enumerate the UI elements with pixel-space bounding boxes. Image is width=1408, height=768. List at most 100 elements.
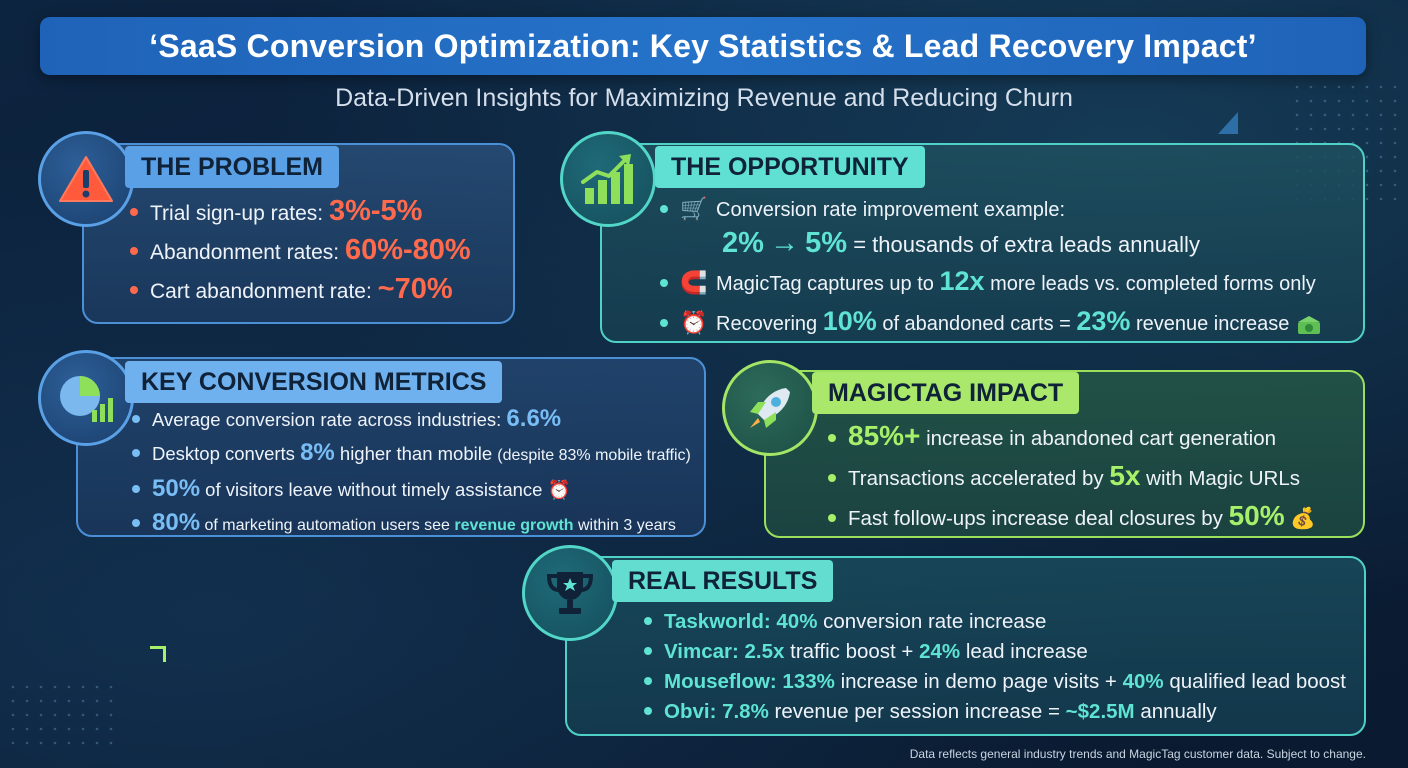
item-lead: Obvi: 7.8% <box>664 700 769 723</box>
alarm-clock-icon: ⏰ <box>680 310 708 335</box>
list-item: ⏰ Recovering 10% of abandoned carts = 23%… <box>660 305 1323 341</box>
item-text: of marketing automation users see <box>200 517 455 534</box>
item-value: 6.6% <box>506 405 562 432</box>
metrics-heading: KEY CONVERSION METRICS <box>125 361 503 403</box>
item-text: Transactions accelerated by <box>848 467 1110 490</box>
results-list: Taskworld: 40% conversion rate increase … <box>644 607 1346 727</box>
bullet-dot <box>132 449 140 458</box>
list-item: Trial sign-up rates: 3%-5% <box>130 192 471 231</box>
item-text: Conversion rate improvement example: <box>716 199 1066 221</box>
list-item: Cart abandonment rate: ~70% <box>130 270 471 309</box>
item-text: of visitors leave without timely assista… <box>200 479 543 500</box>
problem-list: Trial sign-up rates: 3%-5% Abandonment r… <box>130 192 471 309</box>
list-item: Vimcar: 2.5x traffic boost + 24% lead in… <box>644 637 1346 667</box>
bullet-dot <box>132 485 140 494</box>
item-label: Abandonment rates: <box>150 241 345 264</box>
item-text: conversion rate increase <box>817 610 1047 633</box>
bullet-dot <box>828 433 836 442</box>
list-item: Transactions accelerated by 5x with Magi… <box>828 457 1316 497</box>
item-text: of abandoned carts = <box>876 313 1077 335</box>
bullet-dot <box>828 513 836 522</box>
page-title: ‘SaaS Conversion Optimization: Key Stati… <box>149 27 1257 64</box>
bullet-dot <box>132 415 140 424</box>
list-item: Fast follow-ups increase deal closures b… <box>828 497 1316 537</box>
rocket-icon <box>722 360 818 456</box>
item-value: 23% <box>1076 306 1131 336</box>
page-subtitle: Data-Driven Insights for Maximizing Reve… <box>335 84 1073 112</box>
opportunity-heading: THE OPPORTUNITY <box>655 146 925 188</box>
item-value: 5x <box>1109 460 1141 491</box>
item-value: 60%-80% <box>344 234 471 266</box>
item-text: traffic boost + <box>784 640 920 663</box>
item-text: = thousands of extra leads annually <box>847 232 1200 257</box>
bullet-dot <box>828 473 836 482</box>
list-item: 🧲 MagicTag captures up to 12x more leads … <box>660 265 1323 301</box>
problem-heading: THE PROBLEM <box>125 146 339 188</box>
item-label: Trial sign-up rates: <box>150 202 329 225</box>
list-item: Taskworld: 40% conversion rate increase <box>644 607 1346 637</box>
item-value: 2% <box>722 227 764 259</box>
decorative-triangle <box>1218 112 1238 134</box>
bullet-dot <box>644 646 652 655</box>
bullet-dot <box>660 278 668 287</box>
list-item: Mouseflow: 133% increase in demo page vi… <box>644 667 1346 697</box>
item-lead: Taskworld: 40% <box>664 610 818 633</box>
item-text: revenue per session increase = <box>768 700 1066 723</box>
list-item: Desktop converts 8% higher than mobile (… <box>132 436 691 472</box>
bullet-dot <box>644 706 652 715</box>
magnet-icon: 🧲 <box>680 270 708 295</box>
item-lead: Vimcar: 2.5x <box>664 640 785 663</box>
list-item: Average conversion rate across industrie… <box>132 402 691 436</box>
title-banner: ‘SaaS Conversion Optimization: Key Stati… <box>40 17 1366 75</box>
impact-heading: MAGICTAG IMPACT <box>812 372 1080 414</box>
opportunity-list: 🛒 Conversion rate improvement example: 2%… <box>660 192 1323 341</box>
item-text: Average conversion rate across industrie… <box>152 409 507 430</box>
bullet-dot <box>132 519 140 528</box>
money-icon <box>1295 314 1323 336</box>
item-text: increase in demo page visits + <box>834 670 1123 693</box>
item-highlight: revenue growth <box>454 517 574 534</box>
list-item: 80% of marketing automation users see re… <box>132 506 691 542</box>
item-value: 50% <box>1228 500 1285 531</box>
item-text: Desktop converts <box>152 443 301 464</box>
trophy-icon <box>522 545 618 641</box>
item-value: 80% <box>152 509 201 536</box>
item-value: 85%+ <box>848 420 921 451</box>
opportunity-card <box>600 143 1365 343</box>
item-value: 5% <box>805 227 848 259</box>
list-item-continuation: 2% → 5% = thousands of extra leads annua… <box>660 227 1323 261</box>
growth-chart-icon <box>560 131 656 227</box>
item-text: within 3 years <box>573 517 676 534</box>
list-item: Abandonment rates: 60%-80% <box>130 231 471 270</box>
item-text: Recovering <box>716 313 823 335</box>
cart-icon: 🛒 <box>680 196 708 221</box>
list-item: Obvi: 7.8% revenue per session increase … <box>644 697 1346 727</box>
item-text: with Magic URLs <box>1140 467 1300 490</box>
item-text: higher than mobile <box>334 443 498 464</box>
impact-list: 85%+ increase in abandoned cart generati… <box>828 417 1316 537</box>
item-text: increase in abandoned cart generation <box>920 427 1276 450</box>
list-item: 85%+ increase in abandoned cart generati… <box>828 417 1316 457</box>
item-label: Cart abandonment rate: <box>150 280 378 303</box>
item-note: (despite 83% mobile traffic) <box>497 447 691 464</box>
footnote: Data reflects general industry trends an… <box>909 747 1366 761</box>
item-lead: Mouseflow: 133% <box>664 670 835 693</box>
metrics-list: Average conversion rate across industrie… <box>132 402 691 542</box>
item-text: revenue increase <box>1130 313 1290 335</box>
item-text: lead increase <box>960 640 1088 663</box>
decorative-bracket <box>150 646 166 662</box>
item-text: qualified lead boost <box>1163 670 1346 693</box>
bullet-dot <box>644 676 652 685</box>
item-value: 8% <box>300 439 335 466</box>
item-text: annually <box>1134 700 1217 723</box>
item-text: MagicTag captures up to <box>716 273 940 295</box>
alarm-clock-icon: ⏰ <box>547 479 571 500</box>
bullet-dot <box>660 204 668 213</box>
decorative-dot-grid <box>6 680 116 750</box>
item-value: 40% <box>1122 670 1164 693</box>
item-value: 3%-5% <box>328 195 423 227</box>
item-text: Fast follow-ups increase deal closures b… <box>848 507 1229 530</box>
list-item: 50% of visitors leave without timely ass… <box>132 472 691 506</box>
bullet-dot <box>660 318 668 327</box>
pie-bar-chart-icon <box>38 350 134 446</box>
